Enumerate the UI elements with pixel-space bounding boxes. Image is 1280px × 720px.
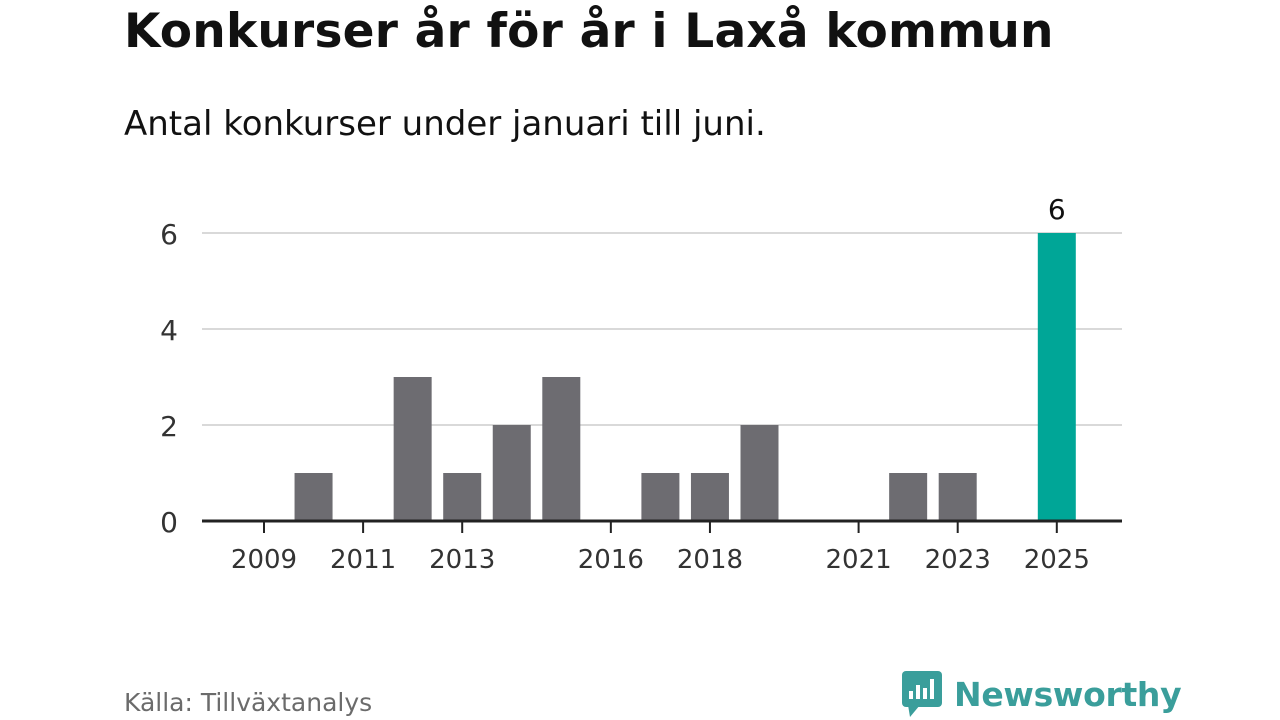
- bar-2025: [1037, 233, 1076, 521]
- x-tick-label: 2023: [925, 545, 991, 575]
- brand-name: Newsworthy: [954, 674, 1182, 714]
- bar-2022: [889, 473, 928, 521]
- x-tick-label: 2018: [677, 545, 743, 575]
- bar-2010: [294, 473, 333, 521]
- chart-subtitle: Antal konkurser under januari till juni.: [124, 104, 766, 144]
- bars: [294, 233, 1076, 521]
- brand-logo: Newsworthy: [902, 670, 1182, 718]
- gridlines: [202, 232, 1122, 426]
- bar-2023: [938, 473, 977, 521]
- x-tick-label: 2011: [330, 545, 396, 575]
- x-tick-label: 2025: [1024, 545, 1090, 575]
- chart-title: Konkurser år för år i Laxå kommun: [124, 4, 1054, 59]
- x-tick-label: 2016: [578, 545, 644, 575]
- x-tick-label: 2009: [231, 545, 297, 575]
- bar-2017: [641, 473, 680, 521]
- y-tick-label: 2: [160, 410, 178, 443]
- y-tick-label: 4: [160, 314, 178, 347]
- y-tick-label: 0: [160, 506, 178, 539]
- bar-2013: [443, 473, 482, 521]
- x-tick-label: 2021: [826, 545, 892, 575]
- data-labels: 6: [1048, 193, 1066, 226]
- bar-2014: [492, 425, 531, 521]
- bar-2012: [393, 377, 432, 521]
- bar-2019: [740, 425, 779, 521]
- x-tick-label: 2013: [429, 545, 495, 575]
- x-axis-ticks: 2009 2011 2013 2016 2018 2021 2023 2025: [231, 521, 1090, 575]
- bar-2018: [690, 473, 729, 521]
- y-axis-ticks: 0 2 4 6: [160, 218, 178, 539]
- source-note: Källa: Tillväxtanalys: [124, 688, 373, 717]
- y-tick-label: 6: [160, 218, 178, 251]
- bar-chart: 0 2 4 6 2009 2011 2013 2016 2018 2021 2023 2025 6: [160, 193, 1122, 575]
- bar-2015: [542, 377, 581, 521]
- data-label: 6: [1048, 193, 1066, 226]
- newsworthy-logo-icon: [902, 671, 942, 717]
